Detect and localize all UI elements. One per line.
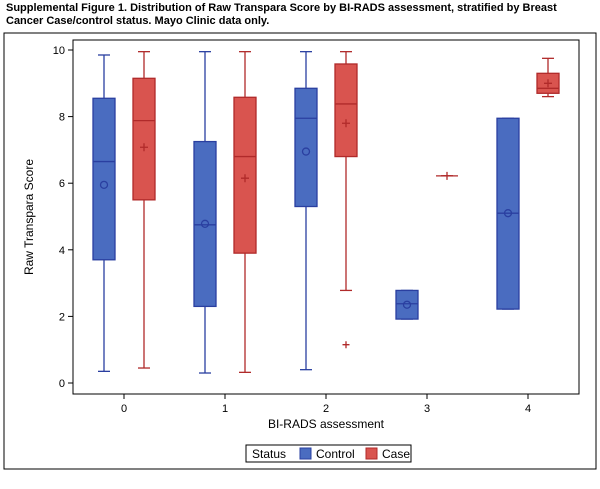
mean-marker [342,119,350,128]
y-tick-label: 10 [53,45,65,57]
box-case-3 [436,171,458,180]
box-control-3 [395,289,419,320]
legend-title: Status [252,447,286,461]
x-tick-label: 4 [525,403,531,415]
mean-marker [503,209,513,218]
y-axis: 0 2 4 6 8 10 [53,45,73,390]
box-iqr [92,97,116,261]
box-control-1 [193,51,217,374]
box-case-0 [132,51,156,369]
box-control-2 [294,51,318,371]
x-tick-label: 1 [222,403,228,415]
legend-label-case: Case [382,447,410,461]
box-case-2 [334,51,358,349]
y-axis-label: Raw Transpara Score [22,159,36,275]
y-tick-label: 6 [59,178,65,190]
legend-label-control: Control [316,447,355,461]
box-case-1 [233,51,257,373]
outlier-point [342,341,350,349]
box-case-4 [536,57,560,98]
legend: Status Control Case [245,444,412,463]
box-control-0 [92,54,116,372]
y-tick-label: 0 [59,378,65,390]
mean-marker [443,171,451,180]
legend-swatch-control [299,447,312,460]
x-axis: 0 1 2 3 4 [121,394,531,415]
mean-marker [301,147,311,156]
y-tick-label: 4 [59,245,65,257]
mean-marker [99,180,109,190]
figure-caption: Supplemental Figure 1. Distribution of R… [6,2,557,27]
box-control-4 [496,117,520,310]
box-iqr [294,87,318,208]
mean-marker [140,143,148,152]
box-iqr [193,140,217,308]
legend-frame [245,444,412,463]
x-tick-label: 0 [121,403,127,415]
mean-marker [544,79,552,88]
y-tick-label: 8 [59,112,65,124]
plot-marks [92,51,560,374]
mean-marker [241,174,249,183]
box-iqr [334,63,358,158]
x-axis-label: BI-RADS assessment [268,417,385,431]
box-iqr [395,289,419,320]
mean-marker [402,300,412,309]
y-tick-label: 2 [59,311,65,323]
box-iqr [132,77,156,201]
x-tick-label: 2 [323,403,329,415]
legend-swatch-case [365,447,378,460]
mean-marker [200,219,210,228]
outer-frame [3,32,597,470]
x-tick-label: 3 [424,403,430,415]
